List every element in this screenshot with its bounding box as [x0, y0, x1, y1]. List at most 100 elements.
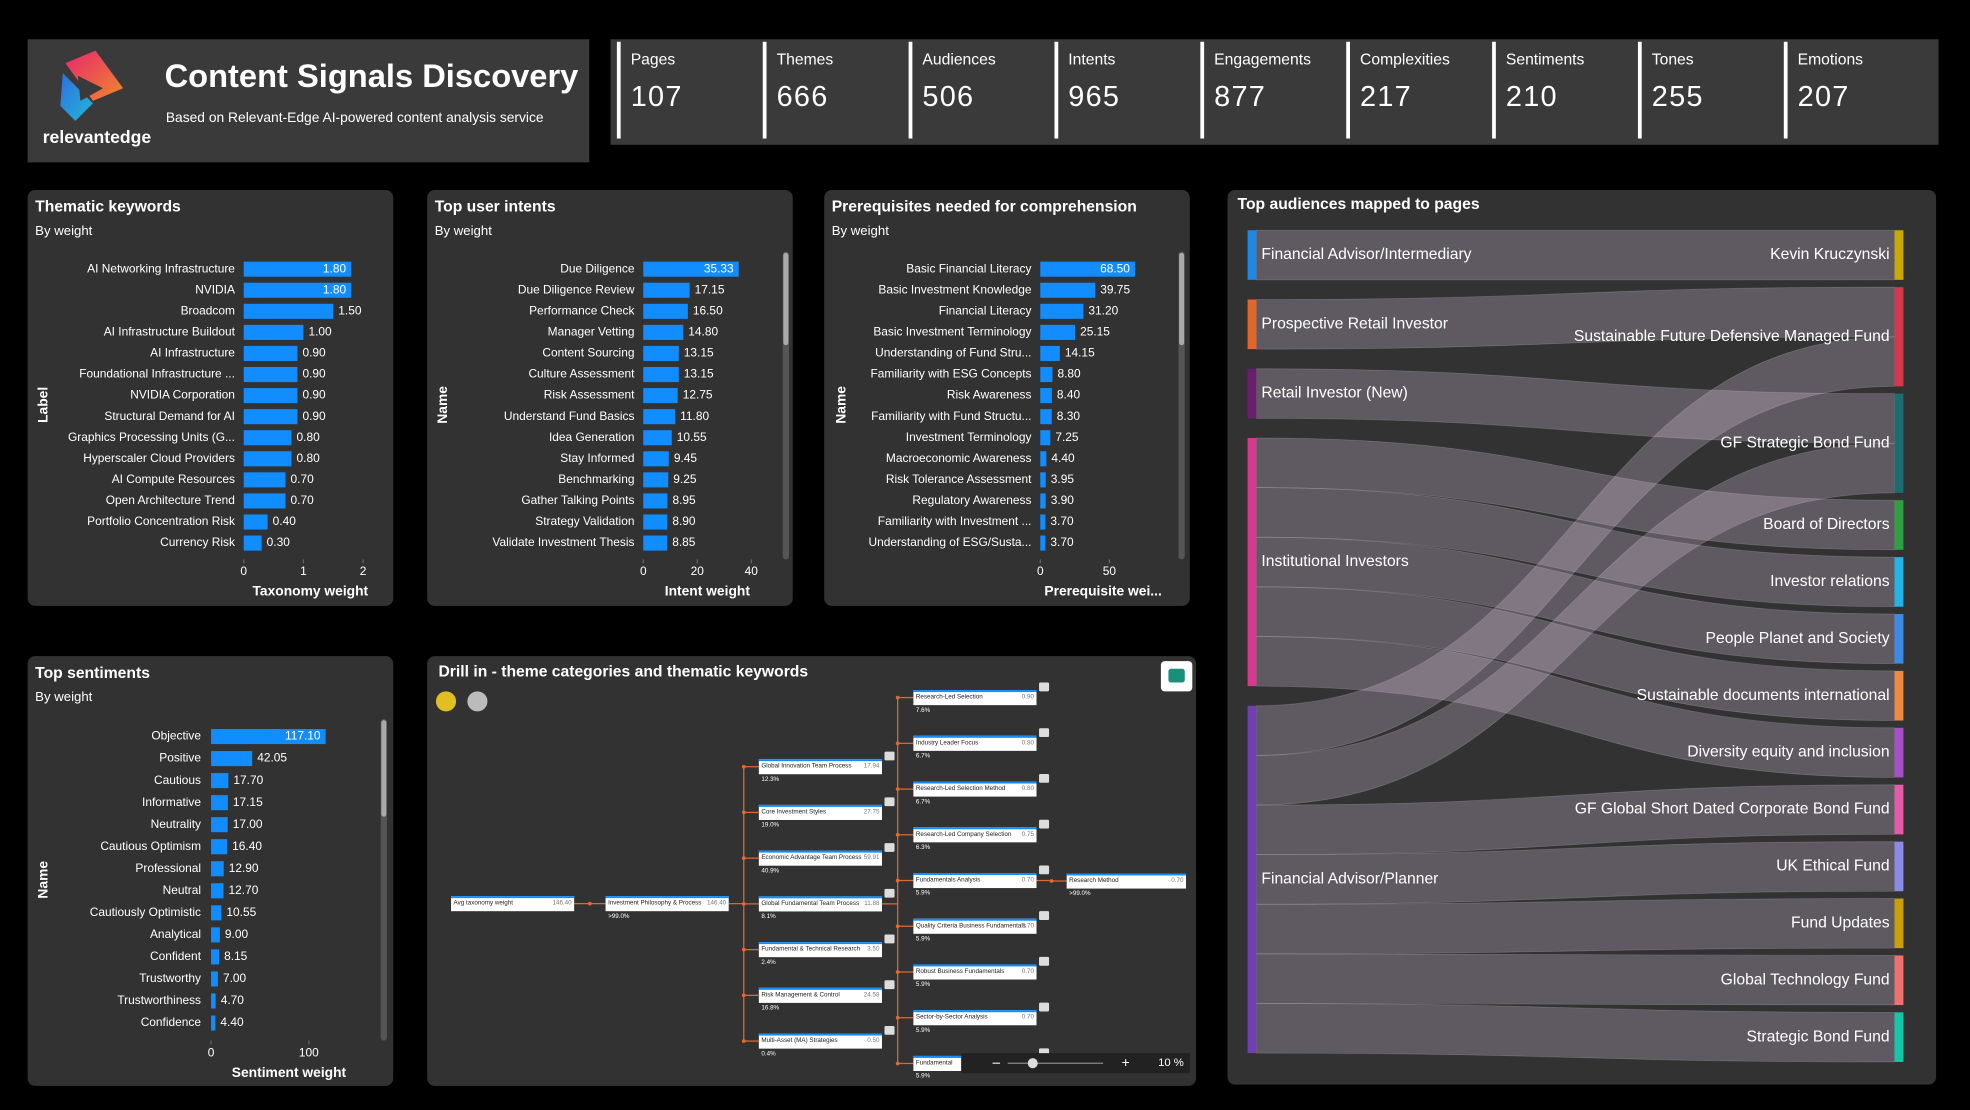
- bar: [243, 430, 292, 446]
- data-label: 13.15: [684, 367, 714, 381]
- expand-button[interactable]: [1039, 911, 1050, 920]
- x-tick-label: 100: [299, 1045, 319, 1059]
- tree-node-value: 0.80: [1022, 785, 1035, 792]
- kpi-label: Themes: [777, 52, 834, 69]
- tree-node[interactable]: [605, 896, 729, 912]
- expand-button[interactable]: [884, 797, 895, 807]
- tree-node[interactable]: [913, 690, 1037, 706]
- tree-node-label: Risk Management & Control: [761, 991, 839, 998]
- zoom-in[interactable]: +: [1122, 1054, 1130, 1070]
- tree-node[interactable]: [758, 987, 882, 1003]
- chart-subtitle: By weight: [35, 223, 93, 238]
- sankey-link: [1256, 336, 1895, 756]
- data-label: 17.70: [233, 773, 263, 787]
- category-label: Currency Risk: [160, 535, 235, 549]
- bar: [211, 949, 220, 965]
- bar: [643, 472, 669, 488]
- tree-node[interactable]: [913, 964, 1037, 980]
- tree-node[interactable]: [758, 1033, 882, 1049]
- sankey-node: [1894, 1012, 1904, 1062]
- tree-dot: [741, 993, 746, 998]
- tree-node-label: Core Investment Styles: [761, 808, 826, 815]
- info-icon[interactable]: [467, 691, 488, 712]
- data-label: 117.10: [285, 729, 321, 743]
- x-tick-label: 0: [208, 1045, 215, 1059]
- scrollbar-thumb[interactable]: [381, 720, 387, 817]
- sankey-node-label: GF Global Short Dated Corporate Bond Fun…: [1575, 801, 1890, 818]
- tree-node[interactable]: [758, 804, 882, 820]
- tree-node[interactable]: [451, 896, 575, 912]
- data-label: 10.55: [226, 905, 256, 919]
- tree-node[interactable]: [758, 942, 882, 958]
- zoom-handle[interactable]: [1027, 1058, 1038, 1069]
- tree-node[interactable]: [913, 872, 1037, 889]
- expand-button[interactable]: [1039, 682, 1050, 692]
- tree-node[interactable]: [913, 827, 1037, 843]
- edit-icon[interactable]: [435, 691, 457, 712]
- tree-node-value: 0.80: [1022, 739, 1035, 746]
- expand-button[interactable]: [884, 751, 895, 761]
- data-label: 7.00: [223, 971, 247, 985]
- data-label: 17.15: [233, 795, 263, 809]
- bar: [1040, 535, 1046, 551]
- drill-button-icon: [1168, 668, 1185, 683]
- tree-node-bar: [758, 1033, 882, 1036]
- expand-button[interactable]: [884, 888, 895, 898]
- expand-button[interactable]: [1039, 773, 1050, 783]
- sankey-node-label: Investor relations: [1770, 573, 1890, 590]
- category-label: Confident: [150, 949, 202, 963]
- expand-button[interactable]: [1039, 819, 1050, 829]
- tree-node-share: 6.7%: [916, 798, 931, 805]
- tree-node[interactable]: [758, 896, 882, 912]
- expand-button[interactable]: [884, 980, 895, 990]
- sankey-node: [1894, 287, 1904, 387]
- category-label: Structural Demand for AI: [104, 409, 235, 423]
- data-label: 0.70: [291, 493, 315, 507]
- expand-button[interactable]: [1039, 1002, 1050, 1012]
- data-label: 4.40: [1051, 451, 1075, 465]
- kpi-label: Intents: [1068, 52, 1115, 69]
- drill-panel: [427, 656, 1197, 1086]
- scrollbar-thumb[interactable]: [783, 252, 789, 346]
- tree-node[interactable]: [758, 759, 882, 775]
- data-label: 17.00: [233, 817, 263, 831]
- expand-button[interactable]: [884, 934, 895, 944]
- x-tick-label: 0: [640, 564, 647, 578]
- kpi-label: Pages: [631, 52, 676, 69]
- expand-button[interactable]: [1039, 865, 1050, 875]
- category-label: NVIDIA Corporation: [130, 388, 235, 402]
- tree-node[interactable]: [913, 1010, 1037, 1026]
- bar: [243, 261, 352, 277]
- category-label: Cautious Optimism: [100, 839, 201, 853]
- data-label: 9.45: [674, 451, 698, 465]
- tree-node-bar: [605, 896, 729, 899]
- tree-node-label: Research-Led Selection Method: [916, 785, 1006, 792]
- category-label: Familiarity with ESG Concepts: [870, 367, 1031, 381]
- tree-node[interactable]: [1066, 873, 1187, 889]
- tree-node-label: Avg taxonomy weight: [454, 900, 514, 907]
- sankey-node: [1894, 898, 1904, 949]
- category-label: Due Diligence: [560, 261, 635, 275]
- expand-button[interactable]: [884, 1026, 895, 1035]
- data-label: 12.90: [229, 861, 259, 875]
- expand-button[interactable]: [1039, 956, 1050, 966]
- data-label: 1.50: [338, 303, 362, 317]
- category-label: Risk Tolerance Assessment: [886, 472, 1032, 486]
- kpi-value: 506: [922, 81, 974, 113]
- tree-node[interactable]: [758, 850, 882, 866]
- bar: [211, 927, 220, 943]
- expand-button[interactable]: [884, 843, 895, 852]
- tree-node[interactable]: [913, 918, 1037, 934]
- tree-node[interactable]: [913, 735, 1037, 751]
- tree-dot: [895, 970, 900, 974]
- tree-node[interactable]: [913, 781, 1037, 797]
- scrollbar-thumb[interactable]: [1179, 252, 1185, 346]
- sankey-node-label: Kevin Kruczynski: [1770, 246, 1889, 263]
- tree-node-value: 3.50: [867, 946, 880, 953]
- category-label: Manager Vetting: [548, 325, 635, 339]
- expand-button[interactable]: [1039, 728, 1050, 738]
- category-label: Understand Fund Basics: [504, 409, 635, 423]
- category-label: Gather Talking Points: [521, 493, 634, 507]
- bar: [211, 905, 222, 921]
- tree-node-value: 27.75: [864, 808, 880, 815]
